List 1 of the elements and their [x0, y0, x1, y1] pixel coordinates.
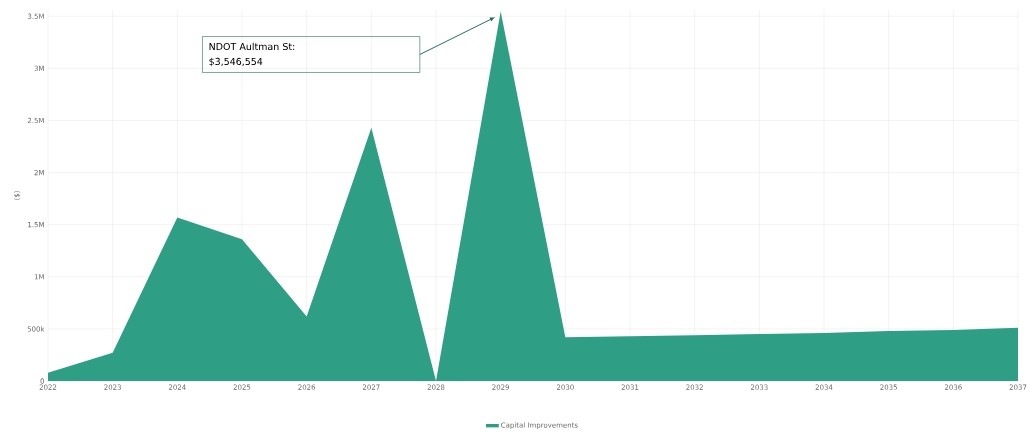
- annotation: NDOT Aultman St: $3,546,554: [209, 42, 295, 67]
